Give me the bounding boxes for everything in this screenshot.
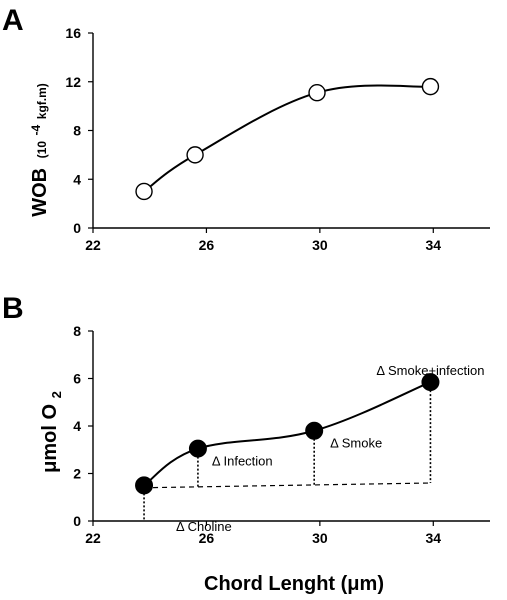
panel-a-letter: A	[2, 4, 24, 37]
panel-b-x-tick-label: 30	[312, 530, 328, 546]
panel-b-data-point	[305, 421, 324, 440]
panel-a-chart: 0 4 8 12 16 22 26 30 34	[65, 25, 490, 253]
panel-b-annotation: Δ Infection	[212, 453, 273, 468]
panel-b-data-point	[135, 476, 154, 495]
panel-b-y-tick-label: 0	[73, 513, 81, 529]
panel-b-x-tick-label: 34	[425, 530, 441, 546]
panel-a-series-line	[143, 84, 431, 193]
panel-b-annotation: Δ Smoke	[330, 436, 382, 451]
panel-a-y-label-word: WOB	[29, 168, 51, 217]
panel-b-series-line	[143, 381, 431, 487]
panel-a-y-tick-label: 0	[73, 220, 81, 236]
panel-b-y-tick-label: 6	[73, 371, 81, 387]
panel-b-y-axis-label: μmol O 2	[39, 391, 64, 473]
panel-a-y-unit-prefix: (10	[35, 141, 49, 159]
panel-a-y-tick-label: 4	[73, 171, 81, 187]
panel-a-y-tick-label: 12	[65, 74, 81, 90]
panel-a-y-unit-exp: -4	[29, 124, 43, 135]
panel-b-x-tick-label: 22	[85, 530, 101, 546]
panel-b-letter: B	[2, 292, 24, 325]
panel-a-x-tick-label: 30	[312, 237, 328, 253]
panel-a-y-tick-label: 16	[65, 25, 81, 41]
panel-a-x-tick-label: 34	[425, 237, 441, 253]
panel-b-y-tick-label: 2	[73, 466, 81, 482]
panel-b-data-point	[421, 373, 440, 392]
panel-b-y-tick-label: 4	[73, 418, 81, 434]
panel-b-y-tick-label: 8	[73, 323, 81, 339]
panel-b-chart: 0 2 4 6 8 22 26 30 34 Δ Choline Δ Infection Δ Smoke…	[73, 323, 490, 546]
panel-a-y-axis-label: WOB (10 -4 kgf.m)	[23, 83, 51, 217]
panel-a-data-point	[421, 77, 440, 96]
panel-a-y-unit-suffix: kgf.m)	[35, 83, 49, 119]
panel-b-x-axis-label: Chord Lenght (μm)	[204, 573, 384, 595]
panel-b-y-label-main: μmol O	[39, 404, 61, 473]
panel-b-annotation: Δ Smoke+infection	[376, 363, 484, 378]
panel-a-data-point	[135, 182, 153, 201]
panel-a-x-tick-label: 22	[85, 237, 101, 253]
panel-b-baseline	[144, 482, 431, 489]
panel-b-data-point	[188, 439, 207, 458]
panel-a-x-tick-label: 26	[199, 237, 215, 253]
panel-b-x-tick-label: 26	[199, 530, 215, 546]
panel-a-y-tick-label: 8	[73, 123, 81, 139]
panel-b-y-label-sub: 2	[49, 391, 64, 398]
panel-b-annotation: Δ Choline	[176, 519, 232, 534]
panel-a-data-point	[186, 146, 204, 164]
panel-a-data-point	[308, 84, 326, 102]
